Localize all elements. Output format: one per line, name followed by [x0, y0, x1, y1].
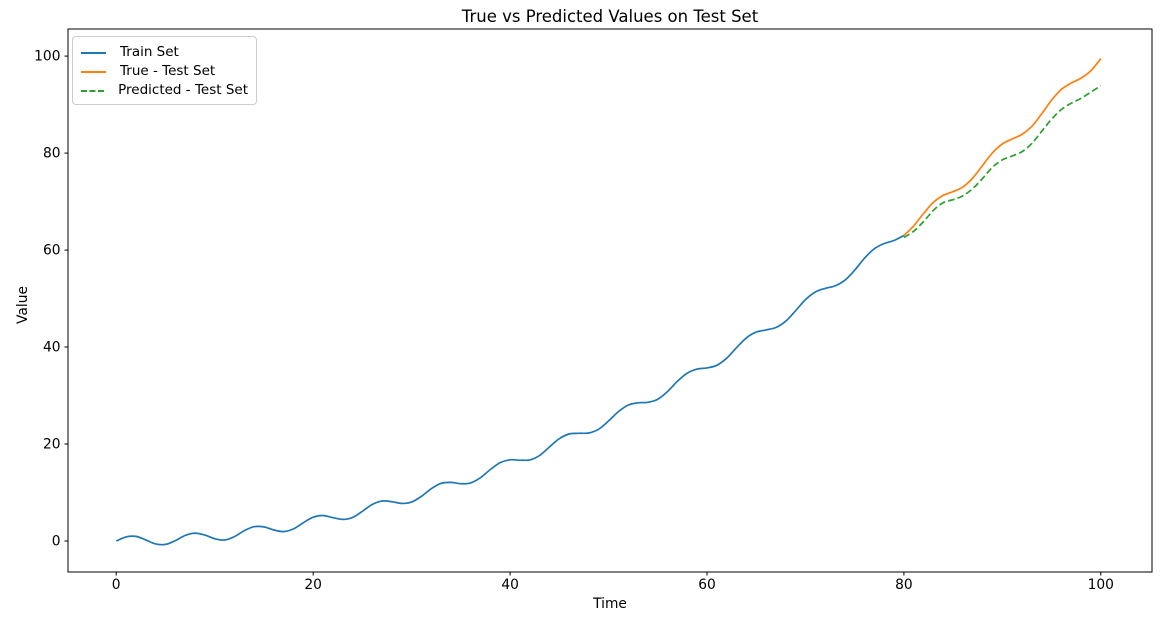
- legend-item-true-test-set: True - Test Set: [81, 62, 248, 81]
- x-axis-tick-label: 40: [501, 577, 519, 593]
- x-axis-tick-label: 60: [698, 577, 716, 593]
- x-axis-tick-label: 20: [304, 577, 322, 593]
- legend: Train Set True - Test Set Predicted - Te…: [72, 36, 257, 105]
- y-axis-tick-label: 40: [43, 340, 61, 356]
- train-set-line: [115, 234, 905, 546]
- series-lines: [115, 58, 1102, 546]
- chart-title: True vs Predicted Values on Test Set: [461, 7, 759, 26]
- true-test-set-line: [903, 58, 1102, 237]
- predicted-test-set-line: [903, 84, 1102, 239]
- legend-item-predicted-test-set: Predicted - Test Set: [81, 81, 248, 100]
- plot-area: [67, 28, 1153, 573]
- y-axis-tick-label: 60: [43, 243, 61, 259]
- y-axis-tick-label: 80: [43, 146, 61, 162]
- train-set-line-sample: [81, 51, 106, 54]
- legend-label-predicted-test-set: Predicted - Test Set: [118, 82, 248, 98]
- true-test-set-line-sample: [81, 70, 106, 73]
- axis-ticks: 0 20 40 60 80 100 0 20 40 60 80 100: [34, 49, 1114, 593]
- legend-label-true-test-set: True - Test Set: [120, 63, 216, 79]
- y-axis-tick-label: 0: [52, 534, 61, 550]
- x-axis-tick-label: 0: [112, 577, 121, 593]
- x-axis-tick-label: 100: [1088, 577, 1114, 593]
- y-axis-tick-label: 20: [43, 437, 61, 453]
- x-axis-tick-label: 80: [895, 577, 913, 593]
- legend-item-train-set: Train Set: [81, 43, 248, 62]
- predicted-test-set-line-sample: [81, 89, 105, 92]
- y-axis-tick-label: 100: [34, 49, 60, 65]
- legend-label-train-set: Train Set: [120, 44, 179, 60]
- x-axis-label: Time: [592, 596, 627, 612]
- y-axis-label: Value: [15, 286, 31, 324]
